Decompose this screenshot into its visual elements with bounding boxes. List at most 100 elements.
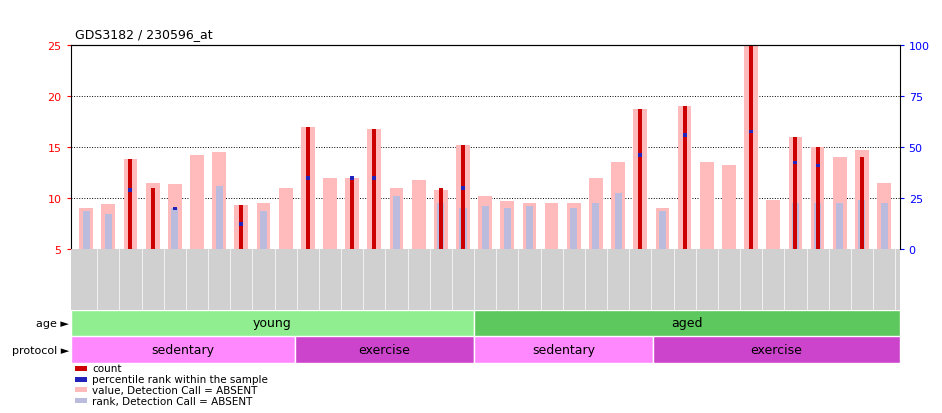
Text: age ►: age ►	[36, 318, 69, 328]
Bar	[833, 158, 847, 250]
Bar	[306, 127, 310, 250]
Bar	[393, 197, 400, 250]
Bar	[260, 211, 267, 250]
Bar	[83, 211, 89, 250]
Bar	[767, 201, 780, 250]
Bar	[256, 204, 270, 250]
Bar	[570, 209, 577, 250]
Text: exercise: exercise	[358, 344, 411, 356]
Bar	[412, 180, 426, 250]
Bar	[102, 205, 115, 250]
Bar	[504, 209, 511, 250]
Bar	[677, 107, 691, 250]
Bar	[653, 337, 900, 363]
Bar	[700, 163, 714, 250]
Bar	[216, 187, 222, 250]
Text: aged: aged	[671, 317, 703, 330]
Bar	[172, 207, 177, 211]
Bar	[683, 133, 687, 137]
Bar	[390, 188, 403, 250]
Bar	[372, 176, 376, 180]
Bar	[279, 188, 293, 250]
Bar	[811, 147, 824, 250]
Bar	[190, 156, 203, 250]
Bar	[461, 187, 465, 190]
Text: sedentary: sedentary	[151, 344, 214, 356]
Bar	[481, 207, 489, 250]
Bar	[456, 146, 470, 250]
Bar	[788, 138, 803, 250]
Bar	[239, 223, 243, 226]
Bar	[611, 163, 625, 250]
Text: count: count	[92, 363, 122, 373]
Bar	[434, 190, 447, 250]
Bar	[437, 204, 445, 250]
Bar	[816, 147, 820, 250]
Bar	[128, 160, 133, 250]
Text: GDS3182 / 230596_at: GDS3182 / 230596_at	[75, 28, 213, 41]
Bar	[239, 206, 243, 250]
Bar	[526, 207, 533, 250]
Bar	[793, 161, 798, 165]
Bar	[171, 209, 178, 250]
Bar	[295, 337, 474, 363]
Bar	[168, 185, 182, 250]
Bar	[128, 189, 133, 192]
Bar	[235, 206, 248, 250]
Bar	[544, 204, 559, 250]
Bar	[461, 146, 465, 250]
Bar	[877, 183, 891, 250]
Bar	[474, 310, 900, 337]
Text: value, Detection Call = ABSENT: value, Detection Call = ABSENT	[92, 385, 258, 395]
Bar	[858, 201, 866, 250]
Bar	[836, 204, 843, 250]
Bar	[146, 183, 159, 250]
Bar	[346, 178, 359, 250]
Bar	[793, 138, 798, 250]
Bar	[71, 310, 474, 337]
Bar	[656, 209, 670, 250]
Bar	[212, 153, 226, 250]
Bar	[749, 131, 753, 134]
Bar	[749, 45, 753, 250]
Bar	[474, 337, 653, 363]
Bar	[367, 129, 382, 250]
Bar	[350, 178, 354, 250]
Bar	[658, 211, 666, 250]
Bar	[639, 154, 642, 158]
Bar	[300, 127, 315, 250]
Bar	[792, 204, 799, 250]
Text: percentile rank within the sample: percentile rank within the sample	[92, 374, 268, 384]
Bar	[151, 188, 154, 250]
Bar	[881, 204, 887, 250]
Text: rank, Detection Call = ABSENT: rank, Detection Call = ABSENT	[92, 396, 252, 406]
Bar	[460, 209, 466, 250]
Bar	[479, 197, 492, 250]
Bar	[79, 209, 93, 250]
Bar	[589, 178, 603, 250]
Bar	[71, 337, 295, 363]
Bar	[860, 158, 864, 250]
Bar	[683, 107, 687, 250]
Bar	[723, 166, 736, 250]
Bar	[306, 176, 310, 180]
Text: exercise: exercise	[751, 344, 803, 356]
Bar	[323, 178, 337, 250]
Bar	[593, 204, 599, 250]
Bar	[439, 188, 443, 250]
Text: young: young	[252, 317, 292, 330]
Bar	[350, 176, 354, 180]
Text: sedentary: sedentary	[532, 344, 595, 356]
Bar	[523, 204, 536, 250]
Bar	[814, 204, 821, 250]
Bar	[855, 151, 869, 250]
Bar	[614, 194, 622, 250]
Bar	[105, 214, 112, 250]
Bar	[372, 129, 376, 250]
Bar	[500, 202, 514, 250]
Text: protocol ►: protocol ►	[11, 345, 69, 355]
Bar	[639, 110, 642, 250]
Bar	[123, 160, 138, 250]
Bar	[633, 110, 647, 250]
Bar	[567, 204, 580, 250]
